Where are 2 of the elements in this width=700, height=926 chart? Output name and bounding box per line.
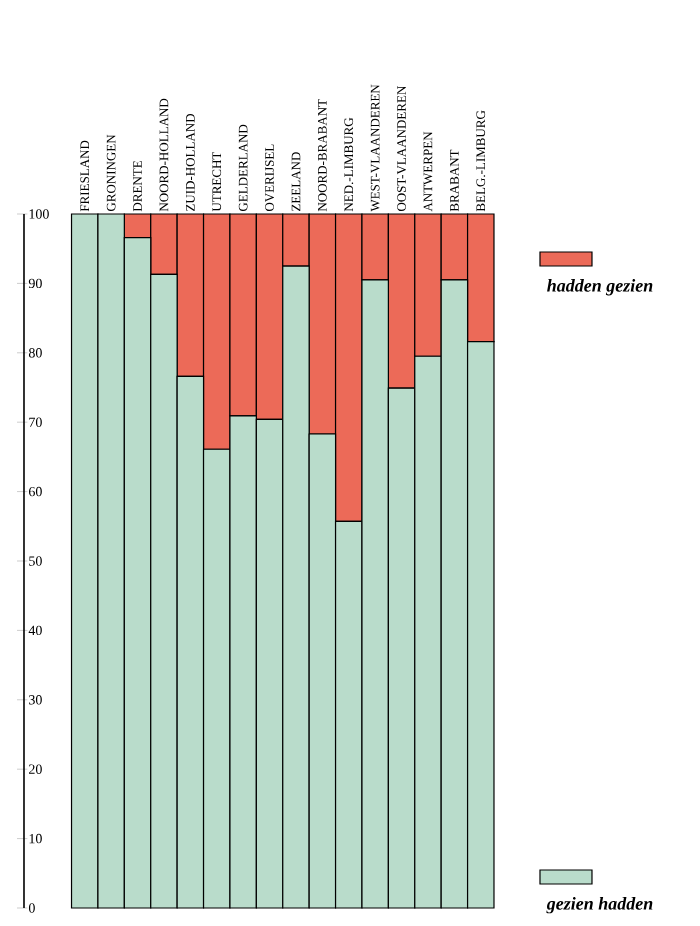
legend-label: hadden gezien [547,279,653,296]
legend-label: gezien hadden [546,897,653,914]
